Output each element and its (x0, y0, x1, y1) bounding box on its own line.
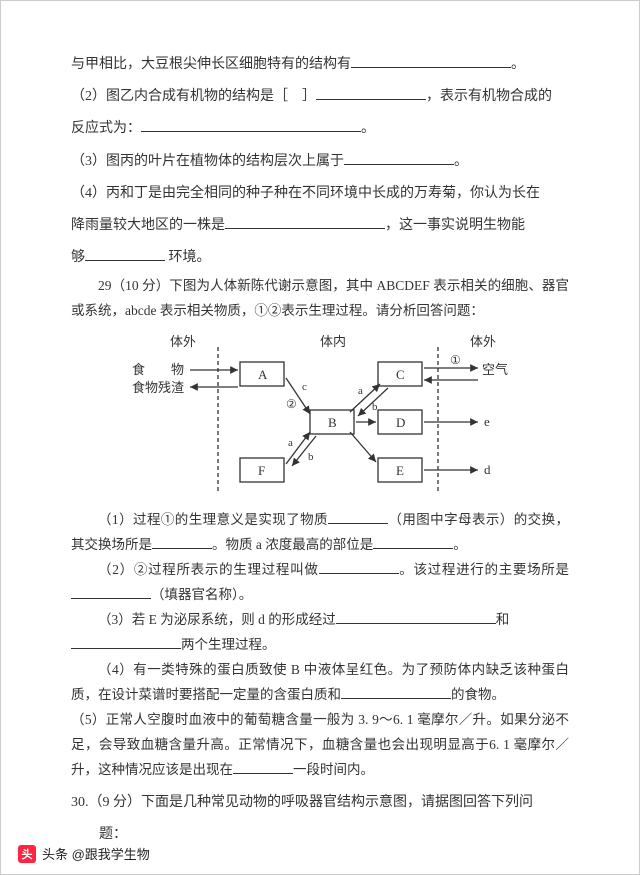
text: ，表示有机物合成的 (426, 89, 552, 104)
q4-line1: （4）丙和丁是由完全相同的种子种在不同环境中长成的万寿菊，你认为长在 (71, 178, 569, 210)
text: 。物质 a 浓度最高的部位是 (212, 537, 373, 552)
q3: （3）图丙的叶片在植物体的结构层次上属于 。 (71, 146, 569, 178)
text: 。 (361, 121, 375, 136)
text: （2）图乙内合成有机物的结构是［ ］ (71, 89, 316, 104)
q2-line2: 反应式为： 。 (71, 113, 569, 145)
label-n2: ② (286, 397, 297, 411)
text: 的食物。 (451, 687, 505, 702)
blank (328, 509, 388, 524)
label-a2: a (288, 437, 293, 449)
text: （3）图丙的叶片在植物体的结构层次上属于 (71, 154, 344, 169)
text: （3）若 E 为泌尿系统，则 d 的形成经过 (98, 612, 336, 627)
blank (141, 117, 361, 132)
q29-1: （1）过程①的生理意义是实现了物质（用图中字母表示）的交换，其交换场所是。物质 … (71, 508, 569, 558)
blank (85, 246, 165, 261)
q4-line2: 降雨量较大地区的一株是 ，这一事实说明生物能 (71, 210, 569, 242)
q-line1: 与甲相比，大豆根尖伸长区细胞特有的结构有 。 (71, 49, 569, 81)
footer-text: 头条 @跟我学生物 (42, 844, 150, 863)
text: 与甲相比，大豆根尖伸长区细胞特有的结构有 (71, 57, 351, 72)
q29-intro: 29（10 分）下图为人体新陈代谢示意图，其中 ABCDEF 表示相关的细胞、器… (71, 274, 569, 324)
q4-line3: 够 环境。 (71, 242, 569, 274)
text: （1）过程①的生理意义是实现了物质 (98, 512, 328, 527)
label-air: 空气 (482, 362, 508, 377)
text: 29（10 分）下图为人体新陈代谢示意图，其中 ABCDEF 表示相关的细胞、器… (71, 278, 569, 318)
blank (373, 534, 453, 549)
label-c: c (302, 381, 307, 393)
box-b: B (328, 415, 337, 430)
box-e: E (396, 463, 404, 478)
footer-attribution: 头 头条 @跟我学生物 (18, 844, 150, 863)
text: （2）②过程所表示的生理过程叫做 (98, 562, 319, 577)
q29-5: （5）正常人空腹时血液中的葡萄糖含量一般为 3. 9～6. 1 毫摩尔／升。如果… (71, 708, 569, 783)
q30: 30.（9 分）下面是几种常见动物的呼吸器官结构示意图，请据图回答下列问 (71, 787, 569, 819)
label-residue: 食物残渣 (132, 380, 184, 395)
label-a1: a (358, 385, 363, 397)
blank (319, 559, 399, 574)
label-out-left: 体外 (170, 334, 196, 349)
label-d: d (484, 462, 491, 477)
blank (71, 584, 151, 599)
label-out-right: 体外 (470, 334, 496, 349)
label-n1: ① (450, 353, 461, 367)
text: 题： (99, 827, 127, 842)
text: 降雨量较大地区的一株是 (71, 218, 225, 233)
text: 一段时间内。 (293, 762, 374, 777)
q29-2: （2）②过程所表示的生理过程叫做 。该过程进行的主要场所是 （填器官名称）。 (71, 558, 569, 608)
blank (351, 53, 511, 68)
q2-line1: （2）图乙内合成有机物的结构是［ ］ ，表示有机物合成的 (71, 81, 569, 113)
toutiao-icon: 头 (18, 845, 36, 863)
text: 两个生理过程。 (181, 637, 276, 652)
label-inside: 体内 (320, 334, 346, 349)
blank (336, 609, 496, 624)
blank (71, 634, 181, 649)
text: 。 (454, 154, 468, 169)
box-c: C (396, 367, 405, 382)
text: 。 (453, 537, 467, 552)
text: 反应式为： (71, 121, 141, 136)
blank (233, 759, 293, 774)
box-f: F (258, 463, 265, 478)
q29-subquestions: （1）过程①的生理意义是实现了物质（用图中字母表示）的交换，其交换场所是。物质 … (71, 508, 569, 783)
label-b2: b (308, 451, 314, 463)
blank (316, 85, 426, 100)
text: 和 (496, 612, 510, 627)
label-b1: b (372, 401, 378, 413)
text: ，这一事实说明生物能 (385, 218, 525, 233)
text: 环境。 (165, 250, 211, 265)
text: （4）丙和丁是由完全相同的种子种在不同环境中长成的万寿菊，你认为长在 (71, 186, 540, 201)
q29-4: （4）有一类特殊的蛋白质致使 B 中液体呈红色。为了预防体内缺乏该种蛋白质，在设… (71, 658, 569, 708)
q29-3: （3）若 E 为泌尿系统，则 d 的形成经过 和两个生理过程。 (71, 608, 569, 658)
text: 够 (71, 250, 85, 265)
text: 。 (511, 57, 525, 72)
blank (344, 149, 454, 164)
metabolism-diagram: 体外 体内 体外 食 物 食物残渣 空气 A C B D E F ① (110, 332, 530, 502)
text: 30.（9 分）下面是几种常见动物的呼吸器官结构示意图，请据图回答下列问 (71, 795, 533, 810)
blank (225, 214, 385, 229)
blank (341, 684, 451, 699)
label-e: e (484, 414, 490, 429)
box-a: A (258, 367, 268, 382)
text: （填器官名称）。 (151, 587, 252, 602)
document-page: 与甲相比，大豆根尖伸长区细胞特有的结构有。 （2）图乙内合成有机物的结构是［ ］… (0, 0, 640, 875)
blank (152, 534, 212, 549)
box-d: D (396, 415, 405, 430)
label-food: 食 物 (132, 362, 184, 377)
text: 。该过程进行的主要场所是 (399, 562, 569, 577)
